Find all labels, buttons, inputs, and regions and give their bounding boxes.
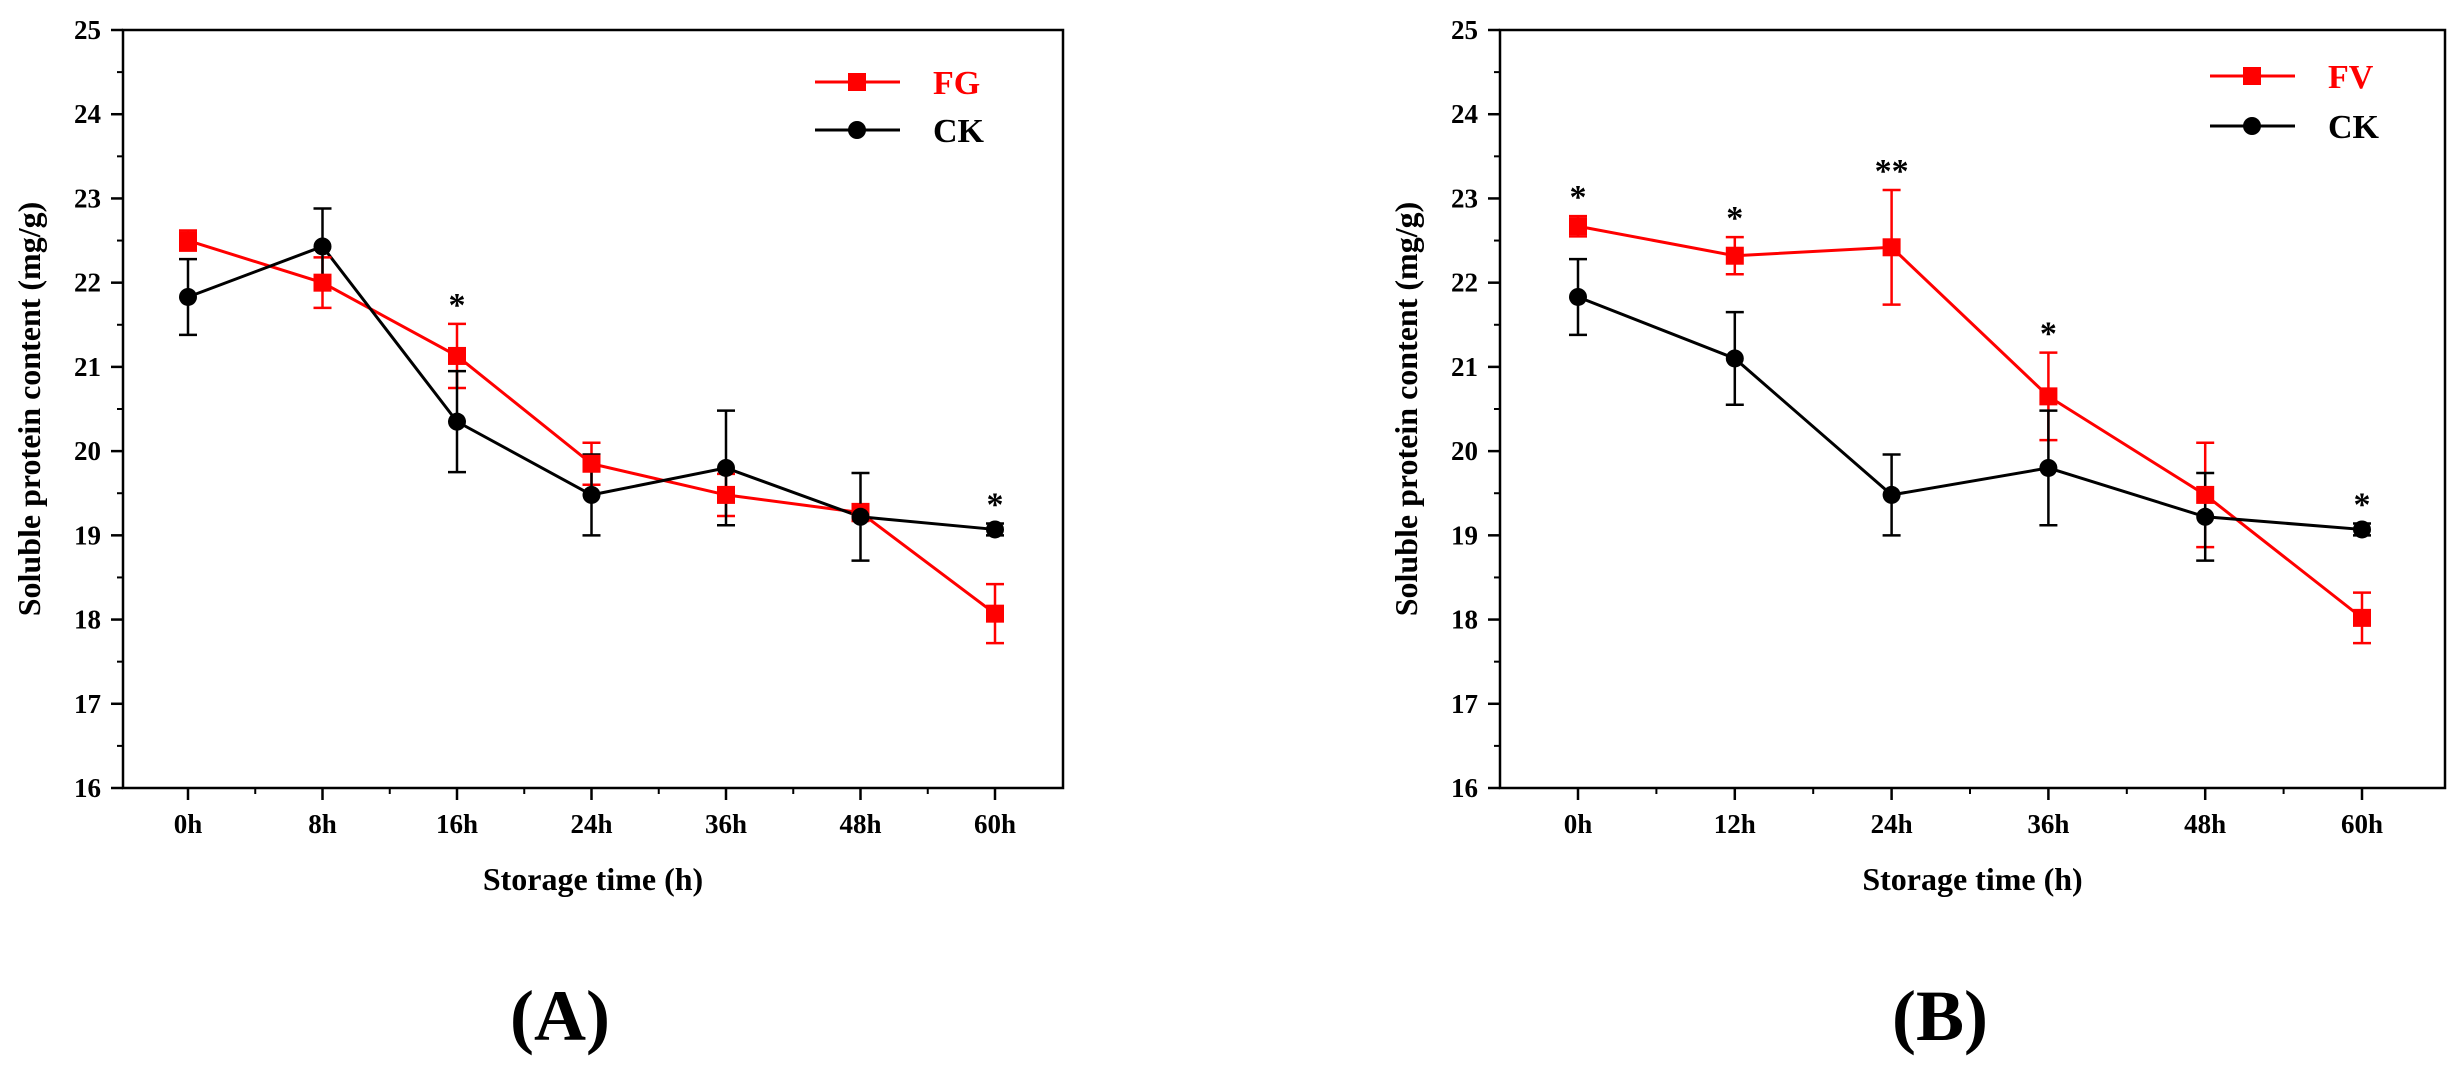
y-tick-label: 16: [74, 773, 101, 803]
data-point: [1569, 287, 1587, 306]
legend-marker: [2243, 67, 2261, 85]
data-point: [582, 485, 601, 504]
x-tick-label: 60h: [974, 809, 1016, 839]
y-tick-label: 21: [74, 352, 101, 382]
series-line-fv: [1577, 224, 2363, 620]
data-point: [1569, 217, 1587, 236]
y-tick-label: 19: [1451, 520, 1478, 550]
legend-label-fv: FV: [2328, 59, 2374, 96]
y-tick-label: 18: [1451, 605, 1478, 635]
x-axis-title: Storage time (h): [483, 861, 703, 897]
y-axis-title: Soluble protein content (mg/g): [11, 202, 47, 617]
legend-label-fg: FG: [933, 65, 980, 102]
data-point: [2039, 387, 2058, 406]
chart-panel-b: 16 17 18 19 20 21 22 23 24 25 0h 12h 24h 36h 48h 60h Sto…: [1388, 15, 2447, 1056]
data-point: [1882, 485, 1901, 504]
x-tick-label: 24h: [570, 809, 612, 839]
y-tick-label: 17: [1451, 689, 1478, 719]
y-tick-label: 22: [1451, 268, 1478, 298]
y-tick-label: 25: [1451, 15, 1478, 45]
panel-label: (B): [1892, 976, 1988, 1056]
data-point: [2353, 608, 2371, 627]
x-tick-label: 60h: [2341, 809, 2383, 839]
y-tick-label: 20: [1451, 436, 1478, 466]
data-point: [986, 520, 1004, 539]
y-tick-label: 18: [74, 605, 101, 635]
plot-frame: [121, 28, 1065, 790]
y-tick-label: 24: [74, 99, 101, 129]
significance-mark: *: [2354, 487, 2371, 524]
y-tick-label: 16: [1451, 773, 1478, 803]
x-tick-label: 8h: [308, 809, 337, 839]
x-tick-label: 36h: [2027, 809, 2069, 839]
significance-mark: *: [449, 287, 466, 324]
data-point: [313, 237, 332, 256]
y-tick-label: 24: [1451, 99, 1478, 129]
x-tick-label: 12h: [1714, 809, 1756, 839]
series-line-ck: [1577, 295, 2363, 531]
data-point: [2353, 520, 2371, 539]
significance-mark: *: [987, 487, 1004, 524]
x-tick-label: 0h: [1564, 809, 1593, 839]
x-tick-label: 48h: [2184, 809, 2226, 839]
y-tick-label: 21: [1451, 352, 1478, 382]
data-point: [2196, 507, 2215, 526]
y-tick-label: 17: [74, 689, 101, 719]
significance-mark: *: [2040, 316, 2057, 353]
chart-panel-a: 16 17 18 19 20 21 22 23 24 25 0h 8h 16h 24h 36h 48h 60h S…: [11, 15, 1065, 1056]
data-point: [1725, 246, 1744, 265]
data-point: [448, 412, 466, 431]
data-point: [1882, 238, 1901, 257]
data-point: [717, 458, 735, 477]
legend-label-ck: CK: [2328, 109, 2380, 146]
y-axis-title: Soluble protein content (mg/g): [1388, 202, 1424, 617]
y-tick-label: 25: [74, 15, 101, 45]
y-tick-label: 19: [74, 520, 101, 550]
data-point: [313, 273, 332, 292]
x-tick-label: 24h: [1871, 809, 1913, 839]
y-tick-label: 23: [1451, 183, 1478, 213]
y-tick-label: 20: [74, 436, 101, 466]
y-tick-label: 22: [74, 268, 101, 298]
legend-label-ck: CK: [933, 113, 985, 150]
data-point: [448, 346, 466, 365]
data-point: [2196, 485, 2215, 504]
data-point: [986, 604, 1004, 623]
data-point: [582, 454, 601, 473]
data-point: [851, 507, 870, 526]
significance-mark: **: [1875, 153, 1909, 190]
significance-mark: *: [1726, 200, 1743, 237]
data-point: [2039, 458, 2058, 477]
x-tick-label: 16h: [436, 809, 478, 839]
significance-mark: *: [1570, 179, 1587, 216]
legend-marker: [848, 121, 866, 139]
data-point: [717, 485, 735, 504]
x-tick-label: 36h: [705, 809, 747, 839]
data-point: [179, 287, 197, 306]
y-tick-label: 23: [74, 183, 101, 213]
x-tick-label: 48h: [839, 809, 881, 839]
series-line-fg: [187, 239, 996, 615]
plot-frame: [1498, 28, 2447, 790]
legend-marker: [2243, 117, 2261, 135]
x-tick-label: 0h: [174, 809, 203, 839]
x-axis-title: Storage time (h): [1862, 861, 2082, 897]
data-point: [179, 231, 197, 250]
panel-label: (A): [510, 976, 610, 1056]
legend-marker: [848, 73, 866, 91]
data-point: [1725, 349, 1744, 368]
